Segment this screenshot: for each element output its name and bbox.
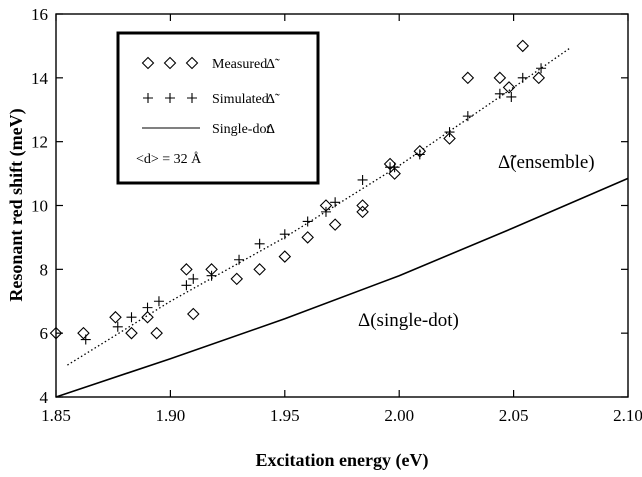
legend-measured-marker <box>163 56 177 70</box>
legend-label-simulated: Simulated <box>212 92 269 107</box>
simulated-point <box>234 254 245 265</box>
legend-symbols <box>141 56 200 129</box>
y-tick-label: 10 <box>31 197 48 216</box>
annotation-single-dot: Δ(single-dot) <box>358 310 459 331</box>
y-tick-label: 12 <box>31 133 48 152</box>
legend-simulated-marker <box>187 93 197 103</box>
simulated-point <box>389 162 400 173</box>
simulated-point <box>80 334 91 345</box>
legend-frame <box>116 31 320 185</box>
plot-area: 1.85 1.90 1.95 2.00 2.05 2.10 4 6 8 10 12 14 16 <box>31 5 642 425</box>
x-tick-label: 2.05 <box>499 406 529 425</box>
measured-point <box>180 263 193 276</box>
simulated-point <box>320 206 331 217</box>
simulated-point <box>302 216 313 227</box>
x-axis-title: Excitation energy (eV) <box>256 450 429 471</box>
markers <box>49 39 547 345</box>
y-tick-label: 16 <box>31 5 48 24</box>
simulated-point <box>357 174 368 185</box>
legend: Measured Δ̃ Simulated Δ̃ Single-dot Δ <d… <box>116 31 320 185</box>
annotation-ensemble: Δ̃(ensemble) <box>498 152 595 173</box>
y-axis-title: Resonant red shift (meV) <box>6 108 27 301</box>
legend-symbol-single-dot: Δ <box>266 122 275 137</box>
series-line-single-dot <box>55 177 629 398</box>
simulated-point <box>188 273 199 284</box>
simulated-point <box>494 88 505 99</box>
simulated-point <box>536 63 547 74</box>
measured-point <box>49 326 63 340</box>
y-tick-label: 4 <box>40 388 49 407</box>
simulated-point <box>444 127 455 138</box>
measured-point <box>516 39 530 53</box>
legend-note: <d> = 32 Å <box>136 151 202 167</box>
measured-point <box>150 326 163 340</box>
y-tick-label: 6 <box>40 324 49 343</box>
legend-label-single-dot: Single-dot <box>212 122 270 137</box>
simulated-point <box>153 296 164 307</box>
simulated-point <box>517 72 528 83</box>
x-tick-label: 2.00 <box>384 406 414 425</box>
measured-point <box>230 272 244 286</box>
x-tick-label: 2.10 <box>613 406 642 425</box>
legend-simulated-marker <box>165 93 175 103</box>
simulated-point <box>414 149 425 160</box>
measured-point <box>77 326 90 340</box>
legend-label-measured: Measured <box>212 57 267 72</box>
simulated-point <box>206 270 217 281</box>
legend-simulated-marker <box>143 93 153 103</box>
simulated-point <box>112 321 123 332</box>
measured-point <box>443 132 456 145</box>
measured-point <box>301 231 314 244</box>
x-tick-label: 1.85 <box>41 406 71 425</box>
measured-point <box>141 310 154 324</box>
measured-point <box>278 250 292 263</box>
simulated-point <box>254 238 265 249</box>
measured-point <box>187 307 200 321</box>
measured-point <box>328 218 342 231</box>
tick-labels: 1.85 1.90 1.95 2.00 2.05 2.10 4 6 8 10 12 14 16 <box>31 5 642 425</box>
simulated-point <box>506 91 517 102</box>
legend-measured-marker <box>141 56 155 70</box>
x-tick-label: 1.95 <box>270 406 300 425</box>
measured-point <box>125 326 138 340</box>
measured-point <box>109 310 122 324</box>
measured-point <box>532 71 546 85</box>
measured-point <box>356 199 369 212</box>
x-tick-label: 1.90 <box>156 406 186 425</box>
y-tick-label: 14 <box>31 69 49 88</box>
measured-point <box>356 205 369 219</box>
simulated-point <box>126 312 137 323</box>
measured-point <box>502 81 516 94</box>
y-tick-label: 8 <box>40 260 49 279</box>
measured-point <box>461 71 475 85</box>
simulated-point <box>330 197 341 208</box>
simulated-point <box>181 280 192 291</box>
measured-point <box>388 167 401 180</box>
legend-measured-marker <box>185 56 199 70</box>
measured-point <box>253 263 266 276</box>
simulated-point <box>279 229 290 240</box>
simulated-point <box>462 111 473 122</box>
measured-point <box>493 71 507 85</box>
simulated-point <box>142 302 153 313</box>
